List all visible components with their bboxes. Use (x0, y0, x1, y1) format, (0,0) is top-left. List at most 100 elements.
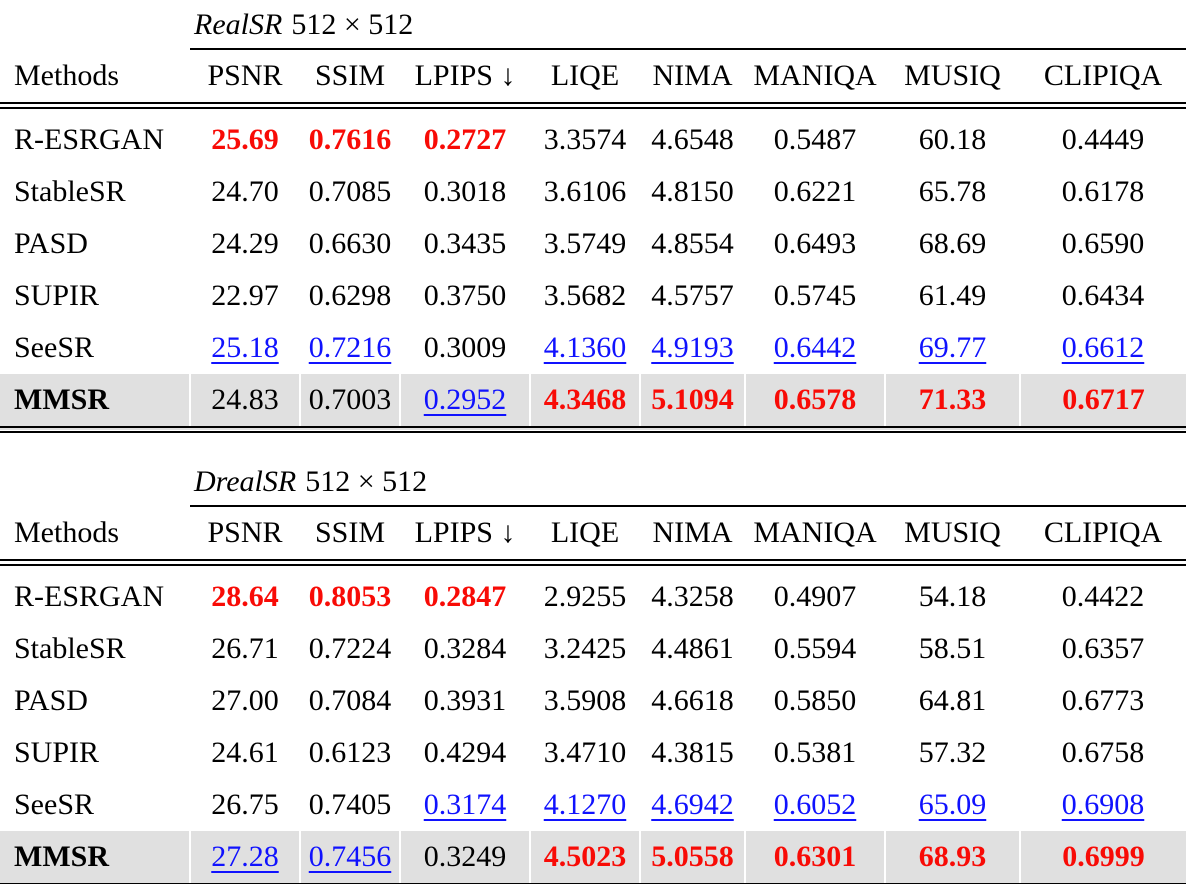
table-row: SUPIR 24.61 0.6123 0.4294 3.4710 4.3815 0.5381… (0, 727, 1186, 779)
value: 0.6123 (308, 736, 392, 769)
metric-cell: 0.3018 (400, 166, 530, 218)
metric-cell: 0.6612 (1020, 322, 1186, 374)
metric-cell: 4.6618 (640, 675, 745, 727)
metric-cell: 0.6773 (1020, 675, 1186, 727)
column-header: CLIPIQA (1020, 507, 1186, 566)
value: 0.5850 (773, 684, 857, 717)
realsr-results-table: Methods PSNR SSIM LPIPS ↓ LIQE NIMA MANIQA MUSI… (0, 50, 1186, 433)
value: 27.00 (211, 684, 279, 717)
value: 0.6434 (1061, 279, 1145, 312)
method-cell: PASD (14, 227, 88, 260)
value: 0.5594 (773, 632, 857, 665)
method-cell: SUPIR (14, 279, 100, 312)
value: 0.3750 (423, 279, 507, 312)
metric-cell: 65.09 (885, 779, 1020, 831)
method-cell: StableSR (14, 175, 126, 208)
value: 24.29 (211, 227, 279, 260)
metric-cell: 4.5757 (640, 270, 745, 322)
metric-cell: 4.5023 (529, 831, 640, 884)
metric-cell: 0.4907 (745, 563, 885, 624)
second-value: 25.18 (211, 331, 279, 364)
best-value: 28.64 (211, 580, 279, 613)
metric-cell: 0.7216 (300, 322, 400, 374)
metric-cell: 3.6106 (530, 166, 640, 218)
metric-cell: 57.32 (885, 727, 1020, 779)
second-value: 0.6908 (1061, 788, 1145, 821)
value: 0.6630 (308, 227, 392, 260)
metric-cell: 0.7224 (300, 623, 400, 675)
metric-cell: 3.5749 (530, 218, 640, 270)
metric-cell: 0.3435 (400, 218, 530, 270)
metric-cell: 0.2952 (399, 374, 530, 433)
column-header: NIMA (640, 50, 745, 109)
value: 0.5381 (773, 736, 857, 769)
value: 58.51 (918, 632, 987, 665)
value: 0.3435 (423, 227, 507, 260)
best-value: 4.3468 (543, 383, 627, 416)
value: 0.7084 (308, 684, 392, 717)
metric-cell: 4.1360 (530, 322, 640, 374)
column-header: PSNR (190, 507, 300, 566)
metric-cell: 0.6434 (1020, 270, 1186, 322)
value: 57.32 (918, 736, 987, 769)
metric-cell: 3.5908 (530, 675, 640, 727)
method-cell: MMSR (0, 831, 190, 884)
table-row: MMSR 24.83 0.7003 0.2952 4.3468 5.1094 0.6578 7… (0, 374, 1186, 433)
value: 0.3009 (423, 331, 507, 364)
metric-cell: 2.9255 (530, 563, 640, 624)
metric-cell: 0.6717 (1019, 374, 1186, 433)
metric-cell: 0.5850 (745, 675, 885, 727)
header-row: Methods PSNR SSIM LPIPS ↓ LIQE NIMA MANIQA MUSI… (0, 507, 1186, 566)
table-row: R-ESRGAN 25.69 0.7616 0.2727 3.3574 4.6548 0.5… (0, 106, 1186, 167)
drealsr-results-table: Methods PSNR SSIM LPIPS ↓ LIQE NIMA MANIQA MUSI… (0, 507, 1186, 884)
second-value: 4.1360 (543, 331, 627, 364)
metric-cell: 0.5487 (745, 106, 885, 167)
realsr-table-header: Methods PSNR SSIM LPIPS ↓ LIQE NIMA MANIQA MUSI… (0, 50, 1186, 109)
metric-cell: 0.6999 (1019, 831, 1186, 884)
metric-cell: 27.00 (190, 675, 300, 727)
metric-cell: 0.4449 (1020, 106, 1186, 167)
column-header: SSIM (300, 50, 400, 109)
column-header: MUSIQ (885, 50, 1020, 109)
column-header: MUSIQ (885, 507, 1020, 566)
method-cell: MMSR (0, 374, 190, 433)
metric-cell: 4.3258 (640, 563, 745, 624)
method-cell: R-ESRGAN (14, 123, 165, 156)
metric-cell: 3.5682 (530, 270, 640, 322)
table-row: StableSR 24.70 0.7085 0.3018 3.6106 4.8150 0.6… (0, 166, 1186, 218)
drealsr-table-header: Methods PSNR SSIM LPIPS ↓ LIQE NIMA MANIQA MUSI… (0, 507, 1186, 566)
metric-cell: 0.6123 (300, 727, 400, 779)
value: 24.61 (211, 736, 279, 769)
metric-cell: 4.6548 (640, 106, 745, 167)
metric-cell: 28.64 (190, 563, 300, 624)
metric-cell: 68.69 (885, 218, 1020, 270)
drealsr-table-body: R-ESRGAN 28.64 0.8053 0.2847 2.9255 4.3258 0.4… (0, 563, 1186, 884)
value: 0.3018 (423, 175, 507, 208)
value: 3.6106 (543, 175, 627, 208)
second-value: 0.7216 (308, 331, 392, 364)
value: 4.6548 (651, 123, 734, 156)
method-cell: SeeSR (14, 331, 95, 364)
column-header: LIQE (530, 507, 640, 566)
metric-cell: 0.4294 (400, 727, 530, 779)
metric-cell: 25.18 (190, 322, 300, 374)
value: 54.18 (918, 580, 987, 613)
realsr-table-block: RealSR 512 × 512 Methods PSNR SSIM LPIPS ↓ LI… (0, 6, 1186, 433)
metric-cell: 4.1270 (530, 779, 640, 831)
metric-cell: 0.6908 (1020, 779, 1186, 831)
column-header: LPIPS ↓ (400, 507, 530, 566)
metric-cell: 4.3468 (529, 374, 640, 433)
metric-cell: 26.71 (190, 623, 300, 675)
metric-cell: 22.97 (190, 270, 300, 322)
metric-cell: 0.3750 (400, 270, 530, 322)
value: 0.4422 (1061, 580, 1145, 613)
value: 4.5757 (651, 279, 734, 312)
metric-cell: 24.29 (190, 218, 300, 270)
second-value: 4.1270 (543, 788, 627, 821)
method-cell: R-ESRGAN (14, 580, 165, 613)
value: 4.3815 (651, 736, 734, 769)
method-cell: SUPIR (14, 736, 100, 769)
best-value: 0.6301 (773, 840, 857, 873)
second-value: 4.6942 (651, 788, 734, 821)
metric-cell: 0.6442 (745, 322, 885, 374)
